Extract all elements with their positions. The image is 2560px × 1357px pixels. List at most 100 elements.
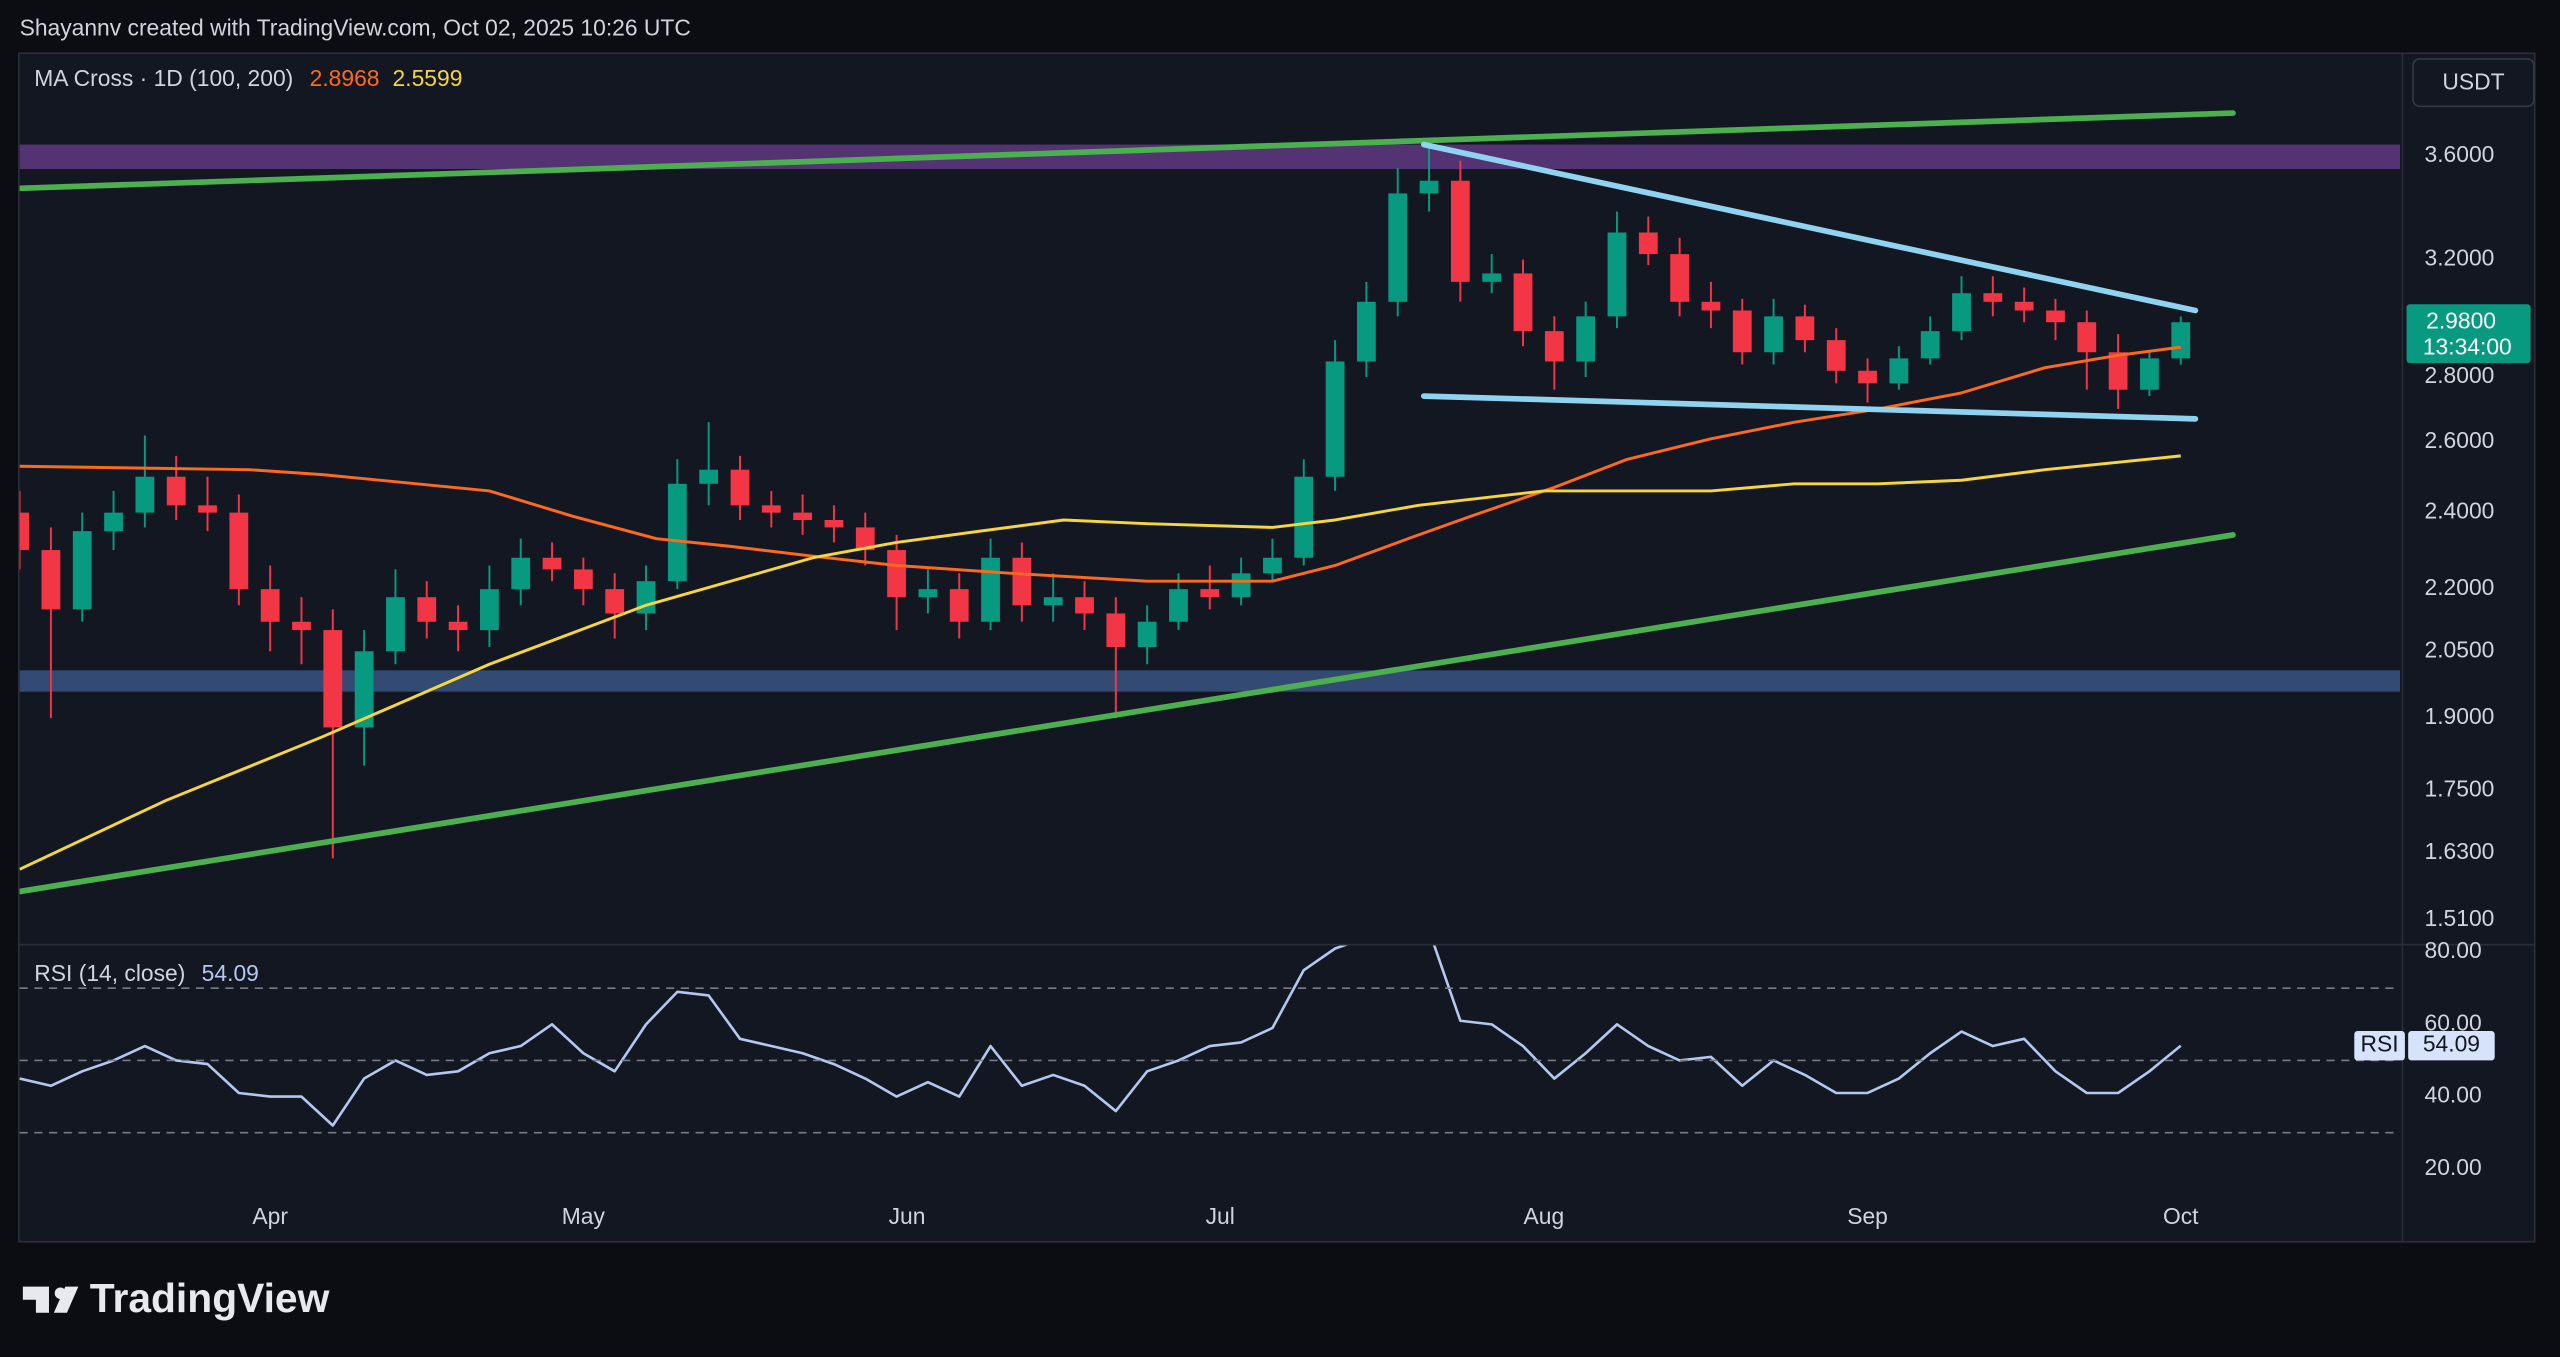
candle-body <box>1419 180 1439 194</box>
candle-body <box>104 512 123 532</box>
candle-body <box>1357 301 1376 362</box>
header: Shayannv created with TradingView.com, O… <box>20 15 691 41</box>
currency-label[interactable]: USDT <box>2442 68 2504 94</box>
trendline <box>1420 141 2199 314</box>
candle-body <box>1169 589 1188 622</box>
candle-body <box>605 589 625 614</box>
candle-body <box>1826 340 1846 371</box>
candle-body <box>887 550 906 598</box>
y-tick-label: 3.2000 <box>2424 245 2494 271</box>
y-tick-label: 2.2000 <box>2424 574 2494 600</box>
candle-body <box>448 621 468 631</box>
candle-body <box>386 597 405 652</box>
countdown: 13:34:00 <box>2423 333 2512 359</box>
candle-body <box>41 550 61 610</box>
candle-body <box>761 505 781 513</box>
y-tick-label: 2.4000 <box>2424 498 2494 524</box>
x-tick-label: Apr <box>252 1203 288 1229</box>
x-tick-label: Oct <box>2163 1203 2199 1229</box>
candle-body <box>2171 322 2191 359</box>
candle-body <box>1231 573 1251 598</box>
rsi-line <box>19 945 2182 1127</box>
candle-body <box>1576 316 1596 362</box>
candle-body <box>1137 621 1157 647</box>
candle-body <box>699 469 719 484</box>
candle-body <box>1482 273 1502 282</box>
x-tick-label: Sep <box>1847 1203 1888 1229</box>
candle-body <box>1200 589 1220 598</box>
candle-body <box>667 483 687 582</box>
y-tick-label: 2.0500 <box>2424 636 2494 662</box>
y-tick-label: 3.6000 <box>2424 141 2494 167</box>
y-tick-label: 2.8000 <box>2424 362 2494 388</box>
candle-body <box>1920 331 1940 359</box>
moving-average <box>19 345 2181 583</box>
candle-body <box>511 557 531 590</box>
candle-body <box>1701 301 1721 311</box>
legend-value: 2.8968 <box>310 65 380 91</box>
candle-body <box>1983 293 2003 302</box>
candle-body <box>323 630 343 728</box>
y-tick-label: 1.6300 <box>2424 838 2494 864</box>
candle-body <box>1263 557 1282 574</box>
trendline <box>19 110 2236 192</box>
candle-body <box>1388 193 1408 302</box>
candle-body <box>855 527 875 551</box>
candle-body <box>2108 352 2128 390</box>
brand-logo: TradingView <box>22 1275 330 1321</box>
candle-body <box>198 505 217 513</box>
x-tick-label: Jul <box>1206 1203 1235 1229</box>
candle-body <box>1889 358 1909 384</box>
zone <box>19 670 2400 692</box>
trendline <box>1420 393 2199 422</box>
rsi-pane <box>19 945 2182 1127</box>
candle-body <box>1294 476 1314 558</box>
candle-body <box>1795 316 1815 341</box>
rsi-title: RSI (14, close) <box>34 960 185 986</box>
candle-body <box>918 589 938 598</box>
currency-button[interactable] <box>2412 58 2535 108</box>
y-tick-label: 80.00 <box>2424 937 2481 963</box>
last-price-tag <box>2406 304 2531 364</box>
candle-body <box>2140 358 2159 390</box>
candle-body <box>1764 316 1783 353</box>
y-tick-label: 20.00 <box>2424 1154 2481 1180</box>
candle-body <box>1638 232 1658 255</box>
candle-body <box>354 651 374 728</box>
candle-body <box>260 589 280 622</box>
moving-average <box>19 454 2181 871</box>
candle-body <box>1513 273 1533 332</box>
price-pane <box>19 110 2400 895</box>
candle-body <box>2077 322 2097 353</box>
candle-body <box>824 519 844 528</box>
candle-body <box>1952 293 1971 332</box>
candle-body <box>542 557 562 570</box>
candle-body <box>730 469 750 506</box>
rsi-name: RSI <box>2361 1031 2399 1057</box>
y-tick-label: 2.6000 <box>2424 427 2494 453</box>
candle-body <box>2046 310 2065 323</box>
candle-body <box>19 512 29 551</box>
trendline <box>19 532 2236 895</box>
candle-body <box>1325 361 1345 477</box>
candle-body <box>229 512 249 590</box>
y-tick-label: 1.7500 <box>2424 775 2494 801</box>
candle-body <box>480 589 499 631</box>
x-tick-label: Aug <box>1524 1203 1565 1229</box>
y-tick-label: 1.5100 <box>2424 905 2494 931</box>
candle-body <box>166 476 186 506</box>
brand-name: TradingView <box>90 1275 330 1321</box>
logo-dot <box>54 1287 67 1299</box>
candle-body <box>72 531 92 610</box>
candle-body <box>1012 557 1032 606</box>
indicator-title: MA Cross · 1D (100, 200) <box>34 65 293 91</box>
candle-body <box>1670 254 1690 302</box>
candle-body <box>1106 613 1126 647</box>
rsi-name-tag <box>2354 1031 2405 1061</box>
y-tick-label: 40.00 <box>2424 1082 2481 1108</box>
candle-body <box>2014 301 2034 311</box>
candle-body <box>292 621 311 631</box>
last-price-label: 2.9800 <box>2426 307 2496 333</box>
